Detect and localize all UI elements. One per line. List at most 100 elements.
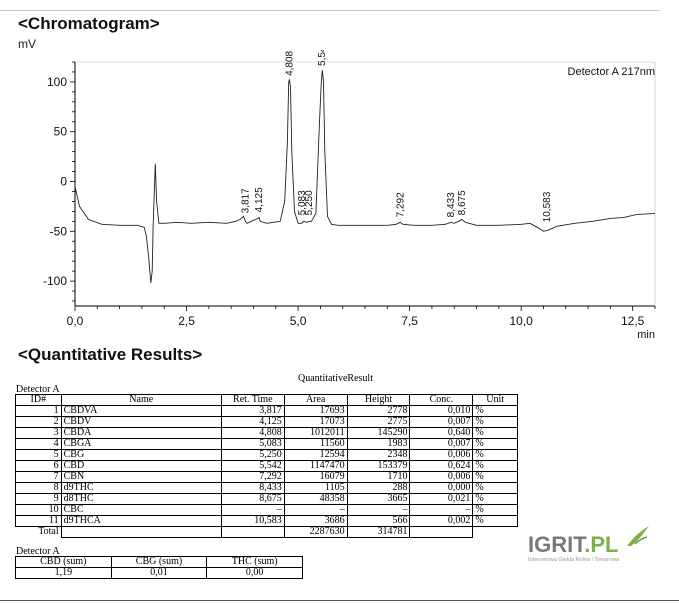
chromatogram-title: <Chromatogram> (18, 14, 160, 33)
summary-value-cell: 0,01 (110, 567, 208, 579)
table-cell: 12594 (283, 449, 348, 461)
table-cell: 2778 (346, 405, 411, 417)
table-cell: 8,675 (220, 493, 285, 505)
table-cell: – (346, 504, 411, 516)
table-row: 6 CBD 5,542 1147470 153379 0,624% (15, 460, 518, 472)
table-cell: 5,542 (220, 460, 285, 472)
chart-trace (74, 69, 656, 284)
table-cell: 1147470 (283, 460, 348, 472)
table-row: 8 d9THC 8,433 1105 288 0,000% (15, 482, 518, 494)
summary-value-cell: 1,19 (15, 567, 112, 579)
table-row: 1 CBDVA 3,817 17693 2778 0,010% (15, 405, 518, 417)
table-cell: % (472, 471, 518, 483)
results-header-cell: Height (346, 394, 411, 406)
table-cell: 0,624 (409, 460, 474, 472)
total-cell (220, 526, 285, 538)
table-cell: 48358 (283, 493, 348, 505)
table-cell: 1710 (346, 471, 411, 483)
table-cell: 6 (15, 460, 62, 472)
y-axis-unit: mV (18, 37, 36, 51)
table-row: 2 CBDV 4,125 17073 2775 0,007% (15, 416, 518, 428)
table-cell: 2348 (346, 449, 411, 461)
y-tick-label: -100 (43, 274, 67, 288)
y-tick-label: 50 (54, 125, 68, 139)
results-header-cell: Unit (472, 394, 518, 406)
summary-value-cell: 0,00 (206, 567, 303, 579)
chart-axes: 100 50 0 -50 -100 0,0 2,5 5,0 7,5 10,0 12,5 (43, 61, 656, 328)
table-row: 3 CBDA 4,808 1012011 145290 0,640% (15, 427, 518, 439)
table-cell: 4 (15, 438, 62, 450)
table-cell: % (472, 504, 518, 516)
table-cell: CBG (60, 449, 222, 461)
table-cell: – (220, 504, 285, 516)
table-cell: 4,125 (220, 416, 285, 428)
table-cell: 1012011 (283, 427, 348, 439)
table-cell: 5,250 (220, 449, 285, 461)
peak-label: 7,292 (395, 192, 406, 217)
table-cell: 0,021 (409, 493, 474, 505)
table-cell: % (472, 449, 518, 461)
results-header-cell: Ret. Time (220, 394, 285, 406)
table-cell: CBN (60, 471, 222, 483)
table-cell: 0,006 (409, 449, 474, 461)
y-tick-label: 100 (47, 75, 67, 89)
table-cell: 5,083 (220, 438, 285, 450)
table-cell: 10,583 (220, 515, 285, 527)
total-row: Total 2287630 314781 (15, 526, 518, 538)
x-tick-label: 0,0 (67, 314, 84, 328)
peak-label: 5,083 (297, 190, 308, 215)
table-cell: CBC (60, 504, 222, 516)
table-cell: 11 (15, 515, 62, 527)
peak-label: 3,817 (240, 188, 251, 213)
table-cell: % (472, 493, 518, 505)
table-cell: d8THC (60, 493, 222, 505)
results-header-cell: ID# (15, 394, 62, 406)
table-cell: 4,808 (220, 427, 285, 439)
logo-wordmark: IGRIT.PL (528, 532, 618, 557)
results-header-cell: Conc. (409, 394, 474, 406)
results-header-cell: Name (60, 394, 222, 406)
table-cell: 17073 (283, 416, 348, 428)
logo-text-main: IGRIT (528, 532, 585, 557)
x-tick-label: 5,0 (290, 314, 307, 328)
table-cell: % (472, 427, 518, 439)
total-cell (60, 526, 222, 538)
summary-header-cell: CBG (sum) (110, 556, 208, 568)
total-cell: 2287630 (283, 526, 348, 538)
table-cell: % (472, 460, 518, 472)
peak-label: 4,808 (285, 50, 296, 75)
table-cell: 153379 (346, 460, 411, 472)
table-cell: 0,006 (409, 471, 474, 483)
chromatogram-trace (74, 69, 656, 284)
y-tick-label: -50 (50, 224, 68, 238)
summary-header-row: CBD (sum) CBG (sum) THC (sum) (15, 556, 303, 568)
x-axis-unit: min (637, 329, 655, 340)
results-table: ID# Name Ret. Time Area Height Conc. Unit 1 CBD… (15, 394, 518, 538)
table-cell: 16079 (283, 471, 348, 483)
table-cell: % (472, 515, 518, 527)
table-cell: d9THC (60, 482, 222, 494)
table-row: 9 d8THC 8,675 48358 3665 0,021% (15, 493, 518, 505)
table-cell: CBDA (60, 427, 222, 439)
table-cell: 7 (15, 471, 62, 483)
table-cell: 3,817 (220, 405, 285, 417)
table-cell: 10 (15, 504, 62, 516)
table-cell: 2775 (346, 416, 411, 428)
table-cell: 0,007 (409, 438, 474, 450)
y-tick-label: 0 (60, 175, 67, 189)
quantitative-results-title: <Quantitative Results> (18, 345, 203, 364)
logo-subtitle: Internetowa Giełda Rolna i Towarowa (528, 557, 620, 563)
summary-header-cell: CBD (sum) (15, 556, 112, 568)
bottom-rule (0, 600, 679, 601)
table-cell: % (472, 405, 518, 417)
table-cell: 8,433 (220, 482, 285, 494)
table-cell: 0,010 (409, 405, 474, 417)
peak-label: 5,542 (317, 50, 328, 66)
x-tick-label: 12,5 (621, 314, 645, 328)
table-cell: 7,292 (220, 471, 285, 483)
summary-detector-label: Detector A (16, 546, 60, 557)
igrit-logo: IGRIT.PL Internetowa Giełda Rolna i Towa… (528, 526, 649, 563)
table-cell: 0,002 (409, 515, 474, 527)
